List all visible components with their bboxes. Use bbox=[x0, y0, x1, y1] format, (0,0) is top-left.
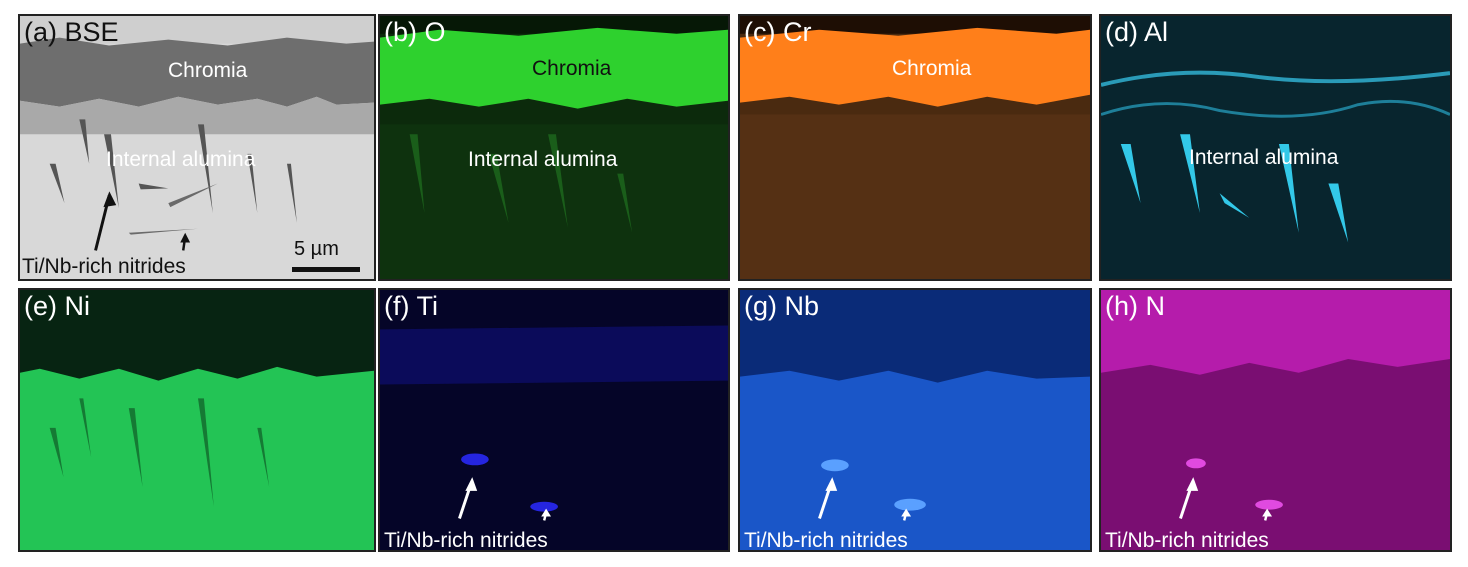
nickel-map bbox=[20, 290, 374, 550]
panel-nickel: (e) Ni bbox=[18, 288, 376, 552]
panel-d-label: (d) Al bbox=[1105, 17, 1169, 47]
panel-c-label: (c) Cr bbox=[744, 17, 812, 47]
panel-h-label: (h) N bbox=[1105, 291, 1165, 321]
nitrogen-map bbox=[1101, 290, 1450, 550]
oxygen-map bbox=[380, 16, 728, 279]
panel-niobium: (g) Nb Ti/Nb-rich nitrides bbox=[738, 288, 1092, 552]
panel-bse: (a) BSE Chromia Internal alumina Ti/Nb-r… bbox=[18, 14, 376, 281]
aluminum-map bbox=[1101, 16, 1450, 279]
chromia-annotation-b: Chromia bbox=[532, 57, 612, 80]
scale-bar bbox=[292, 267, 360, 272]
panel-e-label: (e) Ni bbox=[24, 291, 90, 321]
panel-f-label: (f) Ti bbox=[384, 291, 438, 321]
panel-chromium: (c) Cr Chromia bbox=[738, 14, 1092, 281]
nitrides-annotation-f: Ti/Nb-rich nitrides bbox=[384, 529, 548, 552]
niobium-map bbox=[740, 290, 1090, 550]
panel-oxygen: (b) O Chromia Internal alumina bbox=[378, 14, 730, 281]
chromia-annotation-a: Chromia bbox=[168, 59, 248, 82]
nitrides-annotation-a: Ti/Nb-rich nitrides bbox=[22, 255, 186, 278]
nitrides-annotation-h: Ti/Nb-rich nitrides bbox=[1105, 529, 1269, 552]
nitrides-annotation-g: Ti/Nb-rich nitrides bbox=[744, 529, 908, 552]
internal-alumina-annotation-b: Internal alumina bbox=[468, 148, 618, 171]
panel-nitrogen: (h) N Ti/Nb-rich nitrides bbox=[1099, 288, 1452, 552]
panel-b-label: (b) O bbox=[384, 17, 446, 47]
panel-titanium: (f) Ti Ti/Nb-rich nitrides bbox=[378, 288, 730, 552]
titanium-map bbox=[380, 290, 728, 550]
internal-alumina-annotation-a: Internal alumina bbox=[106, 148, 256, 171]
chromium-map bbox=[740, 16, 1090, 279]
internal-alumina-annotation-d: Internal alumina bbox=[1189, 146, 1339, 169]
bse-micrograph bbox=[20, 16, 374, 279]
chromia-annotation-c: Chromia bbox=[892, 57, 972, 80]
panel-aluminum: (d) Al Internal alumina bbox=[1099, 14, 1452, 281]
scale-bar-label: 5 µm bbox=[294, 238, 339, 260]
panel-g-label: (g) Nb bbox=[744, 291, 820, 321]
panel-a-label: (a) BSE bbox=[24, 17, 119, 47]
